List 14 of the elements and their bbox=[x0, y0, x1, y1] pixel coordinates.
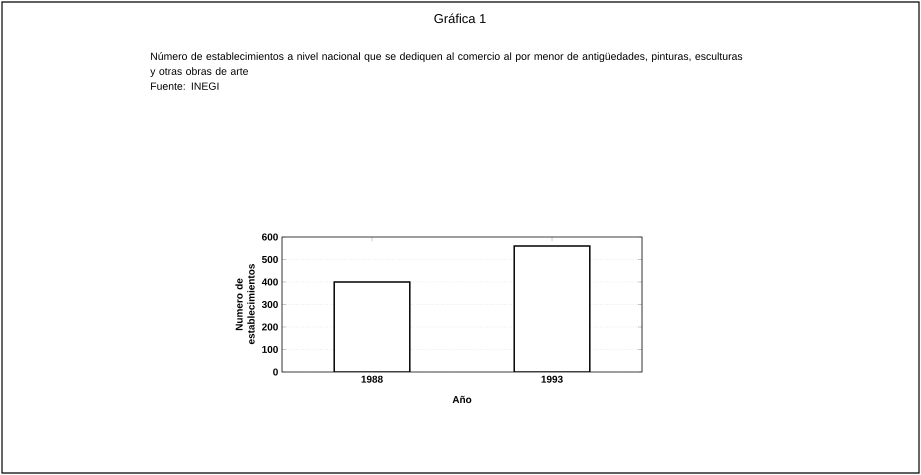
y-tick-label: 300 bbox=[262, 300, 278, 308]
chart-subtitle: Número de establecimientos a nivel nacional que se dediquen al comercio al por menor de antigüedades, pinturas, esculturas y otras obras de arte bbox=[150, 52, 742, 78]
y-axis-title: Numero de establecimientos bbox=[235, 264, 255, 344]
y-tick-label: 400 bbox=[262, 278, 278, 286]
y-tick-label: 0 bbox=[273, 368, 278, 376]
y-tick-label: 600 bbox=[262, 233, 278, 241]
y-tick-label: 500 bbox=[262, 256, 278, 264]
chart-title: Gráfica 1 bbox=[434, 14, 486, 24]
y-tick-label: 200 bbox=[262, 323, 278, 331]
x-tick-label: 1993 bbox=[542, 376, 563, 383]
y-tick-label: 100 bbox=[262, 346, 278, 354]
x-tick-label: 1988 bbox=[362, 376, 383, 383]
x-axis-title: Año bbox=[452, 396, 472, 404]
source-note: Fuente: INEGI bbox=[151, 82, 218, 90]
